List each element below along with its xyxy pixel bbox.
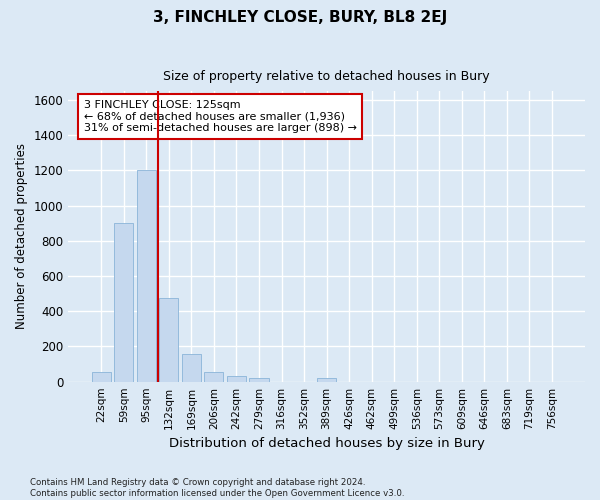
Bar: [92, 372, 111, 382]
X-axis label: Distribution of detached houses by size in Bury: Distribution of detached houses by size …: [169, 437, 485, 450]
Text: Contains HM Land Registry data © Crown copyright and database right 2024.
Contai: Contains HM Land Registry data © Crown c…: [30, 478, 404, 498]
Bar: [205, 372, 223, 382]
Bar: [182, 354, 201, 382]
Bar: [317, 378, 336, 382]
Bar: [250, 378, 269, 382]
Bar: [159, 298, 178, 382]
Text: 3, FINCHLEY CLOSE, BURY, BL8 2EJ: 3, FINCHLEY CLOSE, BURY, BL8 2EJ: [153, 10, 447, 25]
Title: Size of property relative to detached houses in Bury: Size of property relative to detached ho…: [163, 70, 490, 83]
Text: 3 FINCHLEY CLOSE: 125sqm
← 68% of detached houses are smaller (1,936)
31% of sem: 3 FINCHLEY CLOSE: 125sqm ← 68% of detach…: [83, 100, 356, 133]
Bar: [114, 223, 133, 382]
Y-axis label: Number of detached properties: Number of detached properties: [15, 144, 28, 330]
Bar: [137, 170, 156, 382]
Bar: [227, 376, 246, 382]
